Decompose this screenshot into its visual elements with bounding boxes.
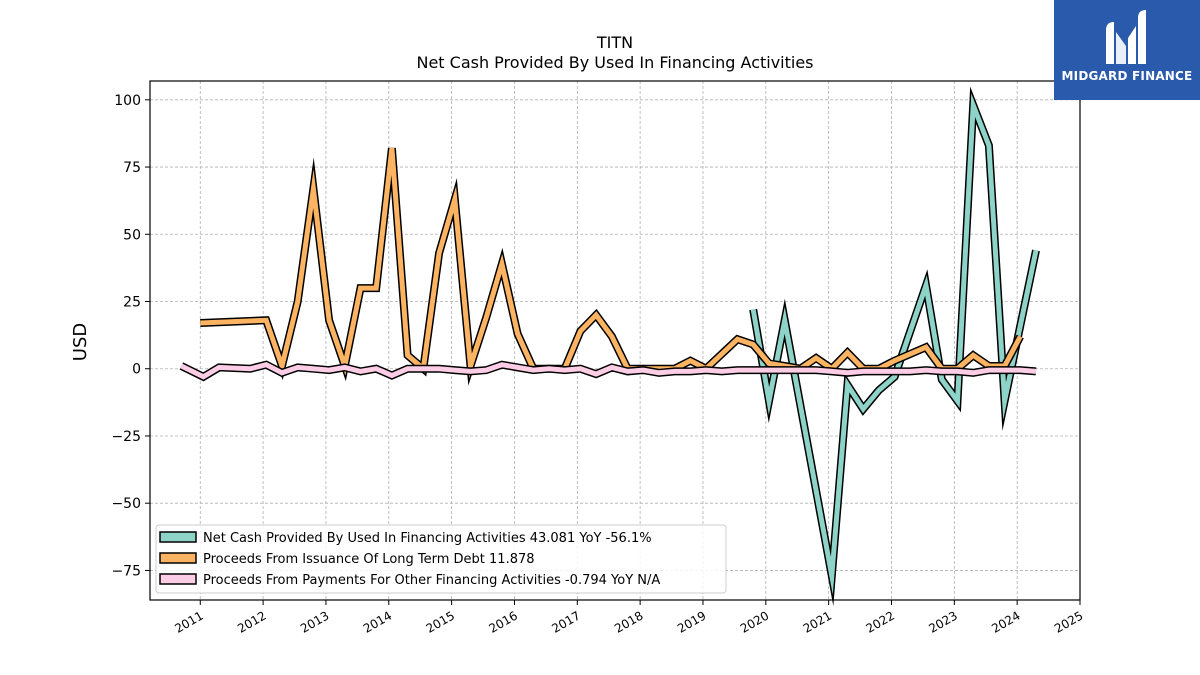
x-tick-label: 2024 <box>989 608 1022 635</box>
brand-logo: MIDGARD FINANCE <box>1054 0 1200 100</box>
x-tick-label: 2020 <box>738 608 771 635</box>
y-tick-label: 25 <box>123 295 141 311</box>
y-tick-label: −75 <box>111 563 141 579</box>
x-tick-label: 2016 <box>487 608 520 635</box>
y-tick-label: 0 <box>132 362 141 378</box>
x-tick-label: 2023 <box>926 608 959 635</box>
chart-subtitle: Net Cash Provided By Used In Financing A… <box>416 53 813 72</box>
plot-frame <box>149 80 1081 601</box>
legend-swatch <box>159 531 197 543</box>
midgard-m-logo-icon <box>1106 10 1146 64</box>
x-tick-label: 2017 <box>549 608 582 635</box>
x-tick-label: 2012 <box>235 608 268 635</box>
x-tick-label: 2025 <box>1052 608 1085 635</box>
series-line <box>200 147 1023 379</box>
legend: Net Cash Provided By Used In Financing A… <box>155 524 727 594</box>
series-line <box>750 93 1039 595</box>
series-line <box>180 362 1037 380</box>
legend-label: Proceeds From Issuance Of Long Term Debt… <box>203 552 535 567</box>
x-tick-label: 2019 <box>675 608 708 635</box>
x-tick-label: 2022 <box>864 608 897 635</box>
x-tick-label: 2018 <box>612 608 645 635</box>
y-axis-label: USD <box>70 323 91 361</box>
legend-label: Net Cash Provided By Used In Financing A… <box>203 531 652 546</box>
x-tick-label: 2011 <box>172 608 205 635</box>
series-line-outline <box>749 86 1040 607</box>
y-tick-label: −50 <box>111 496 141 512</box>
x-tick-label: 2013 <box>298 608 331 635</box>
y-tick-label: −25 <box>111 429 141 445</box>
x-tick-label: 2014 <box>361 608 394 635</box>
legend-swatch <box>159 573 197 585</box>
y-tick-label: 100 <box>114 93 141 109</box>
legend-box <box>155 524 727 594</box>
chart-title: TITN <box>596 33 633 52</box>
series-layer <box>179 86 1040 607</box>
x-tick-label: 2015 <box>424 608 457 635</box>
brand-logo-text: MIDGARD FINANCE <box>1061 69 1193 83</box>
legend-label: Proceeds From Payments For Other Financi… <box>203 573 660 588</box>
legend-swatch <box>159 552 197 564</box>
y-tick-label: 75 <box>123 160 141 176</box>
x-tick-label: 2021 <box>801 608 834 635</box>
y-tick-label: 50 <box>123 227 141 243</box>
